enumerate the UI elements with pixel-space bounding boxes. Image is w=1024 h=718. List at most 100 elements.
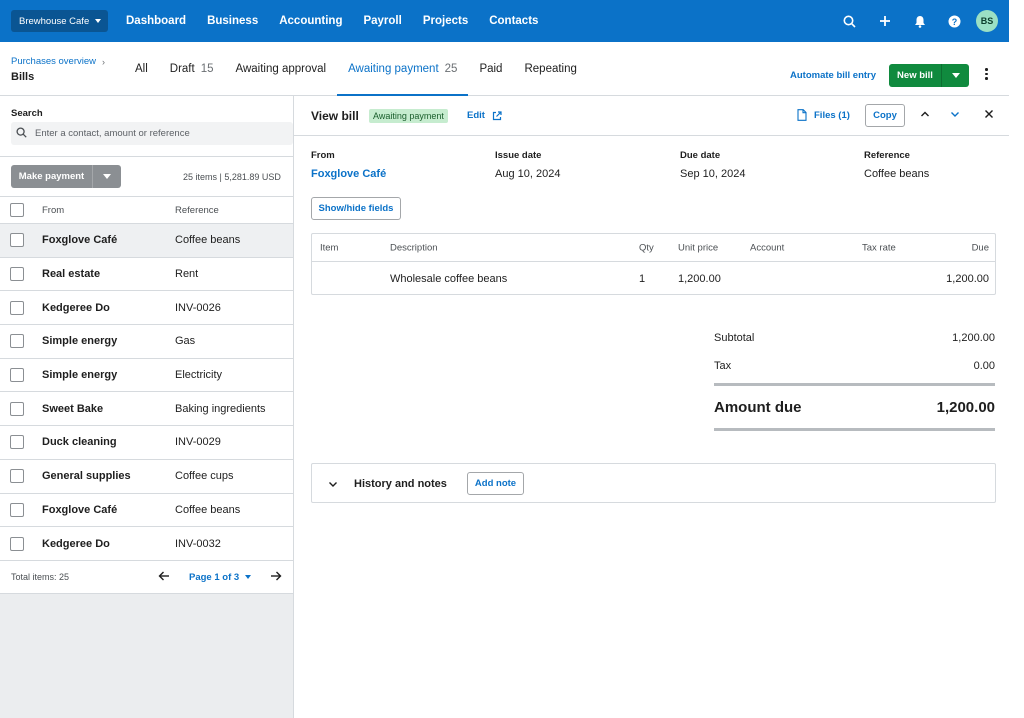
main-nav: Dashboard Business Accounting Payroll Pr… — [126, 0, 559, 42]
row-checkbox[interactable] — [10, 334, 24, 349]
org-name: Brewhouse Cafe — [19, 15, 90, 27]
show-hide-fields-button[interactable]: Show/hide fields — [311, 197, 401, 220]
nav-dashboard[interactable]: Dashboard — [126, 15, 187, 27]
divider — [714, 428, 995, 431]
row-from: Real estate — [42, 268, 101, 281]
row-checkbox[interactable] — [10, 536, 24, 551]
nav-payroll[interactable]: Payroll — [363, 15, 402, 27]
field-value: Sep 10, 2024 — [680, 168, 746, 180]
subtotal-value: 1,200.00 — [952, 332, 995, 344]
tab-awaiting-payment[interactable]: Awaiting payment 25 — [337, 42, 469, 97]
list-item[interactable]: Kedgeree Do INV-0026 — [0, 291, 293, 326]
new-bill-split-button: New bill — [889, 64, 969, 87]
list-header: From Reference — [0, 196, 293, 224]
chevron-up-icon[interactable] — [920, 109, 930, 122]
history-title[interactable]: History and notes — [354, 478, 447, 490]
row-checkbox[interactable] — [10, 267, 24, 282]
list-item[interactable]: Foxglove Café Coffee beans — [0, 494, 293, 528]
field-label: From — [311, 150, 335, 161]
new-bill-dropdown-button[interactable] — [941, 64, 969, 87]
tab-awaiting-approval[interactable]: Awaiting approval — [225, 42, 338, 96]
page-label: Page 1 of 3 — [189, 571, 240, 583]
tab-label: Awaiting payment — [348, 63, 439, 75]
avatar[interactable]: BS — [976, 10, 998, 32]
tab-repeating[interactable]: Repeating — [513, 42, 587, 96]
total-items: Total items: 25 — [11, 572, 70, 582]
chevron-down-icon[interactable] — [328, 479, 338, 492]
nav-projects[interactable]: Projects — [422, 15, 469, 27]
bell-icon[interactable] — [902, 0, 937, 42]
breadcrumb-purchases-overview[interactable]: Purchases overview — [11, 56, 97, 67]
nav-contacts[interactable]: Contacts — [489, 15, 539, 27]
select-all-checkbox[interactable] — [10, 203, 24, 217]
search-icon[interactable] — [832, 0, 867, 42]
row-checkbox[interactable] — [10, 233, 24, 248]
row-reference: Coffee beans — [175, 234, 241, 247]
col-description: Description — [390, 242, 438, 253]
line-due: 1,200.00 — [946, 272, 989, 285]
col-due: Due — [971, 242, 989, 253]
make-payment-button[interactable]: Make payment — [11, 165, 92, 188]
search-box — [11, 122, 293, 145]
list-item[interactable]: Real estate Rent — [0, 258, 293, 292]
make-payment-dropdown-button[interactable] — [92, 165, 121, 188]
list-item[interactable]: Simple energy Electricity — [0, 359, 293, 393]
arrow-left-icon[interactable] — [158, 570, 170, 585]
copy-button[interactable]: Copy — [865, 104, 905, 127]
column-header-from[interactable]: From — [42, 204, 65, 216]
list-item[interactable]: Duck cleaning INV-0029 — [0, 426, 293, 460]
automate-bill-entry-link[interactable]: Automate bill entry — [790, 70, 877, 81]
list-item[interactable]: General supplies Coffee cups — [0, 460, 293, 494]
help-icon[interactable]: ? — [937, 0, 972, 42]
row-checkbox[interactable] — [10, 502, 24, 517]
tab-all[interactable]: All — [124, 42, 159, 96]
nav-accounting[interactable]: Accounting — [279, 15, 343, 27]
tab-paid[interactable]: Paid — [468, 42, 513, 96]
contact-link[interactable]: Foxglove Café — [311, 168, 387, 180]
line-unit-price: 1,200.00 — [678, 272, 721, 285]
add-note-button[interactable]: Add note — [467, 472, 524, 495]
row-checkbox[interactable] — [10, 300, 24, 315]
row-reference: INV-0029 — [175, 436, 221, 449]
search-input[interactable] — [35, 128, 275, 139]
list-item[interactable]: Simple energy Gas — [0, 325, 293, 359]
chevron-down-icon[interactable] — [950, 109, 960, 122]
files-button[interactable]: Files (1) — [797, 109, 850, 121]
make-payment-split-button: Make payment — [11, 165, 121, 188]
tab-count: 15 — [200, 63, 214, 75]
list-item[interactable]: Kedgeree Do INV-0032 — [0, 527, 293, 561]
more-options-icon[interactable] — [985, 68, 988, 80]
arrow-right-icon[interactable] — [270, 570, 282, 585]
page-selector[interactable]: Page 1 of 3 — [189, 571, 252, 583]
bill-list: Search Make payment 25 items | 5,281.89 … — [0, 96, 293, 594]
plus-icon[interactable] — [867, 0, 902, 42]
tab-draft[interactable]: Draft 15 — [159, 42, 225, 96]
column-header-reference[interactable]: Reference — [175, 204, 219, 216]
subtotal-label: Subtotal — [714, 332, 755, 344]
field-due-date: Due date Sep 10, 2024 — [680, 150, 745, 180]
row-checkbox[interactable] — [10, 469, 24, 484]
amount-due-value: 1,200.00 — [936, 398, 995, 416]
tab-label: All — [135, 63, 148, 75]
org-switcher[interactable]: Brewhouse Cafe — [11, 10, 108, 32]
row-reference: Electricity — [175, 369, 223, 382]
close-icon[interactable] — [984, 109, 994, 122]
list-item[interactable]: Sweet Bake Baking ingredients — [0, 392, 293, 427]
status-badge: Awaiting payment — [369, 109, 448, 123]
field-label: Issue date — [495, 150, 542, 161]
field-value: Coffee beans — [864, 168, 930, 180]
nav-business[interactable]: Business — [207, 15, 259, 27]
new-bill-button[interactable]: New bill — [889, 64, 941, 87]
row-reference: Coffee beans — [175, 503, 241, 516]
line-qty: 1 — [639, 272, 646, 285]
field-label: Due date — [680, 150, 721, 161]
row-checkbox[interactable] — [10, 435, 24, 450]
tab-count: 25 — [444, 63, 458, 75]
row-checkbox[interactable] — [10, 368, 24, 383]
subtotal-row: Subtotal 1,200.00 — [714, 324, 995, 352]
search-icon — [16, 126, 27, 141]
edit-link[interactable]: Edit — [467, 110, 502, 121]
files-label: Files (1) — [814, 109, 850, 121]
row-checkbox[interactable] — [10, 401, 24, 416]
list-item[interactable]: Foxglove Café Coffee beans — [0, 224, 293, 258]
